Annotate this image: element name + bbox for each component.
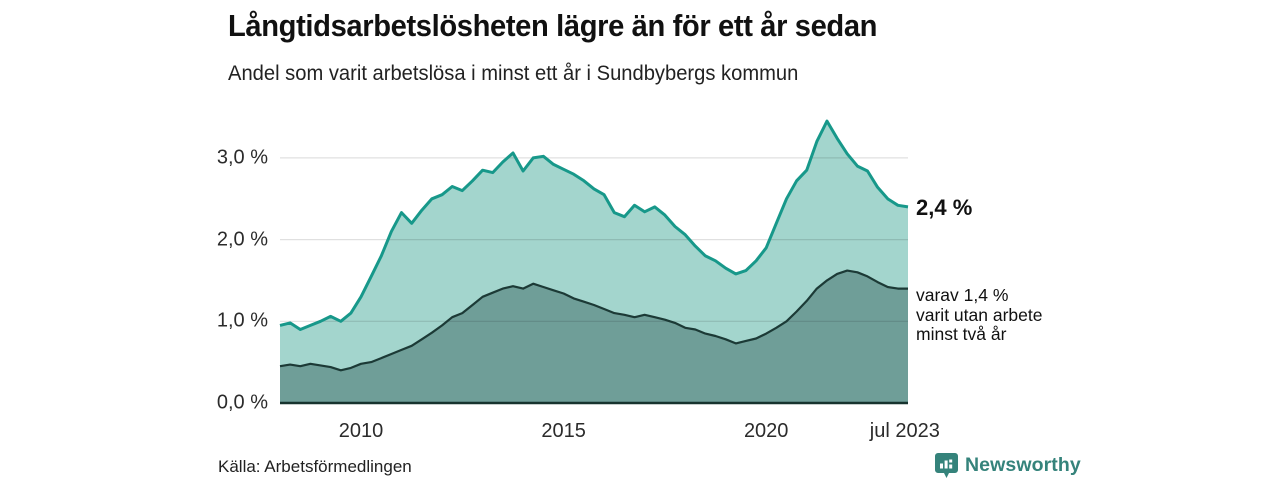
x-tick-label: 2020 — [743, 420, 789, 442]
brand-logo: Newsworthy — [934, 452, 1081, 479]
series-line-0 — [279, 119, 909, 331]
y-tick-label: 3,0 % — [216, 146, 268, 169]
annotation-line: varit utan arbete — [916, 304, 1043, 325]
series-line-1 — [279, 269, 908, 372]
page-title: Långtidsarbetslösheten lägre än för ett … — [228, 8, 878, 43]
series-area-1 — [280, 270, 908, 403]
series-end-label-two-years: varav 1,4 % varit utan arbete minst två … — [916, 285, 1043, 345]
annotation-line: minst två år — [916, 324, 1007, 344]
y-tick-label: 0,0 % — [216, 391, 268, 414]
x-tick-label: jul 2023 — [869, 420, 940, 442]
source-credit: Källa: Arbetsförmedlingen — [218, 457, 412, 476]
x-tick-label: 2015 — [541, 420, 586, 442]
newsworthy-pin-barchart-icon — [934, 452, 959, 479]
annotation-line: varav 1,4 % — [916, 285, 1009, 305]
y-tick-label: 2,0 % — [216, 228, 268, 251]
x-tick-label: 2010 — [338, 420, 384, 442]
brand-wordmark: Newsworthy — [965, 454, 1081, 476]
series-end-label-total: 2,4 % — [916, 195, 973, 220]
chart-subtitle: Andel som varit arbetslösa i minst ett å… — [228, 62, 799, 85]
y-tick-label: 1,0 % — [216, 309, 268, 332]
